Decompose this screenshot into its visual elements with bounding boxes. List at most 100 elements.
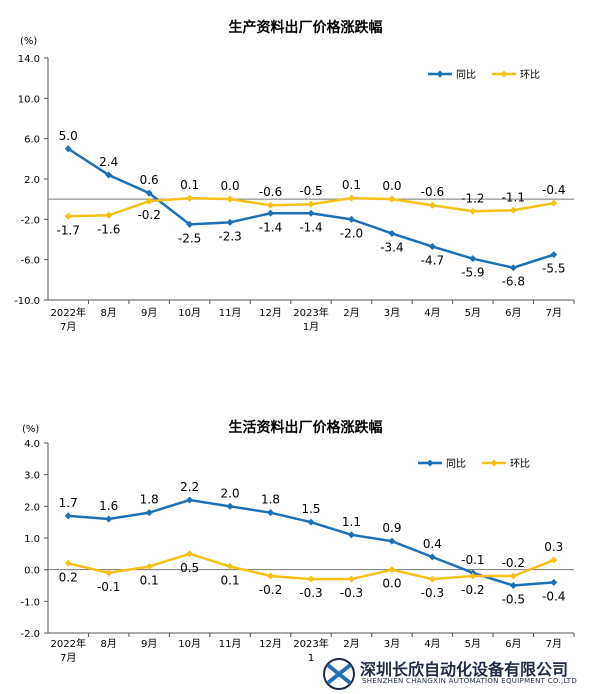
data-label-0: 0.4 — [423, 537, 442, 551]
company-watermark: 深圳长欣自动化设备有限公司 SHENZHEN CHANGXIN AUTOMATI… — [320, 654, 590, 694]
series-point-0 — [267, 509, 275, 517]
data-label-0: 1.8 — [261, 493, 280, 507]
chart-svg: 生产资料出厂价格涨跌幅 (%) 14.0 10.0 6.0 2.0 -2.0 -6.0 -10.… — [14, 19, 575, 333]
series-point-0 — [469, 255, 477, 263]
series-point-1 — [64, 559, 72, 567]
series-point-1 — [307, 575, 315, 583]
data-label-1: -0.5 — [299, 184, 322, 198]
data-label-1: -1.7 — [57, 223, 80, 237]
series-point-0 — [550, 578, 558, 586]
data-label-0: 2.4 — [99, 155, 118, 169]
data-label-0: -2.3 — [218, 229, 241, 243]
data-label-0: -5.5 — [542, 262, 565, 276]
data-label-1: -0.6 — [259, 185, 282, 199]
data-label-0: -6.8 — [502, 275, 525, 289]
x-tick-label: 8月 — [101, 638, 117, 650]
data-label-0: 1.8 — [140, 493, 159, 507]
data-label-0: -5.9 — [461, 266, 484, 280]
series-point-0 — [347, 531, 355, 539]
data-label-0: -1.4 — [299, 220, 322, 234]
data-label-1: 0.2 — [59, 570, 78, 584]
series-point-0 — [550, 251, 558, 259]
company-name-cn: 深圳长欣自动化设备有限公司 — [360, 660, 569, 679]
data-label-1: -0.2 — [259, 583, 282, 597]
data-label-0: -2.0 — [340, 226, 363, 240]
data-label-1: -0.6 — [421, 185, 444, 199]
series-point-0 — [105, 171, 113, 179]
x-tick-label: 2023年 — [293, 637, 328, 650]
series-point-0 — [307, 518, 315, 526]
series-point-0 — [186, 220, 194, 228]
series-point-1 — [428, 575, 436, 583]
x-tick-label: 8月 — [101, 307, 117, 319]
x-tick-label: 7月 — [546, 307, 562, 319]
x-tick-label: 2月 — [343, 307, 359, 319]
data-label-1: -0.4 — [542, 183, 565, 197]
data-label-1: 0.1 — [342, 178, 361, 192]
series-point-1 — [347, 194, 355, 202]
legend-marker-1 — [500, 70, 508, 78]
data-label-0: 2.0 — [221, 486, 240, 500]
y-tick-label: 6.0 — [24, 135, 40, 146]
y-tick-label: 2.0 — [24, 175, 40, 186]
data-label-0: -0.5 — [502, 593, 525, 607]
series-point-0 — [145, 509, 153, 517]
legend-marker-0 — [426, 459, 434, 467]
series-point-1 — [307, 200, 315, 208]
legend-label-0: 同比 — [446, 458, 466, 470]
data-label-1: -0.2 — [502, 556, 525, 570]
data-label-0: 1.1 — [342, 515, 361, 529]
series-point-0 — [428, 243, 436, 251]
x-tick-label: 7月 — [60, 321, 76, 333]
series-point-0 — [226, 502, 234, 510]
series-point-1 — [509, 572, 517, 580]
x-tick-label: 6月 — [505, 638, 521, 650]
data-label-0: 0.9 — [382, 521, 401, 535]
chart-consumer-goods: 生活资料出厂价格涨跌幅 (%) 4.0 3.0 2.0 1.0 0.0 -1.0 -2.0 202… — [0, 408, 591, 694]
y-tick-label: 3.0 — [24, 471, 40, 482]
series-point-1 — [509, 206, 517, 214]
series-point-1 — [469, 207, 477, 215]
series-point-1 — [145, 197, 153, 205]
data-label-1: 0.1 — [221, 574, 240, 588]
x-tick-label: 2023年 — [293, 306, 328, 319]
data-label-1: -0.3 — [340, 586, 363, 600]
company-logo-icon — [323, 658, 355, 690]
series-point-1 — [388, 566, 396, 574]
x-tick-label: 1 — [308, 653, 314, 664]
data-label-1: 0.0 — [382, 577, 401, 591]
y-tick-label: 2.0 — [24, 502, 40, 513]
x-tick-label: 3月 — [384, 638, 400, 650]
x-tick-label: 9月 — [141, 307, 157, 319]
data-label-1: -0.2 — [461, 583, 484, 597]
y-tick-label: -2.0 — [20, 215, 40, 226]
series-point-0 — [509, 264, 517, 272]
series-point-1 — [226, 195, 234, 203]
x-tick-label: 4月 — [424, 638, 440, 650]
series-point-0 — [388, 229, 396, 237]
x-tick-label: 2月 — [343, 638, 359, 650]
series-point-1 — [105, 211, 113, 219]
data-label-1: -0.3 — [421, 586, 444, 600]
company-name-en: SHENZHEN CHANGXIN AUTOMATION EQUIPMENT C… — [362, 677, 578, 685]
x-tick-label: 2022年 — [51, 306, 86, 319]
data-label-0: 2.2 — [180, 480, 199, 494]
data-label-0: -2.5 — [178, 231, 201, 245]
data-label-1: 0.1 — [180, 178, 199, 192]
data-label-1: -0.3 — [299, 586, 322, 600]
data-label-1: -0.2 — [137, 208, 160, 222]
series-point-1 — [186, 550, 194, 558]
data-label-1: 0.0 — [382, 179, 401, 193]
series-point-0 — [64, 145, 72, 153]
series-point-1 — [469, 572, 477, 580]
data-label-1: -1.6 — [97, 222, 120, 236]
x-tick-label: 7月 — [546, 638, 562, 650]
y-tick-label: 1.0 — [24, 534, 40, 545]
data-label-0: -1.4 — [259, 220, 282, 234]
series-point-1 — [388, 195, 396, 203]
data-label-0: 0.6 — [140, 173, 159, 187]
chart-title: 生活资料出厂价格涨跌幅 — [229, 419, 383, 436]
data-label-0: 1.5 — [301, 502, 320, 516]
series-point-1 — [267, 201, 275, 209]
data-label-0: -0.1 — [461, 553, 484, 567]
